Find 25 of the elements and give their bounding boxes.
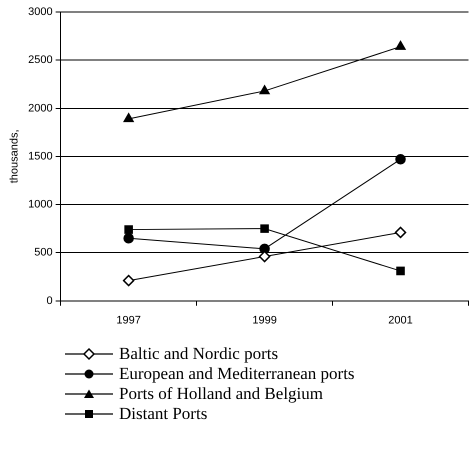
- legend-label: Distant Ports: [119, 404, 208, 424]
- y-tick-label: 1500: [28, 150, 53, 162]
- y-tick-label: 500: [34, 246, 53, 259]
- y-axis-title: thousands,: [8, 129, 21, 184]
- x-tick-label: 1999: [252, 314, 277, 326]
- point: [124, 225, 133, 234]
- y-tick-label: 2000: [28, 102, 53, 114]
- y-tick-label: 2500: [28, 54, 53, 66]
- legend-label: European and Mediterranean ports: [119, 364, 355, 384]
- x-tick-label: 1997: [116, 314, 141, 326]
- point: [395, 40, 406, 50]
- legend-label: Ports of Holland and Belgium: [119, 384, 323, 404]
- point: [123, 232, 134, 244]
- point: [124, 113, 134, 122]
- y-tick-label: 3000: [28, 6, 53, 18]
- point: [394, 226, 406, 238]
- y-tick-label: 0: [46, 294, 53, 307]
- point: [396, 266, 405, 276]
- point: [395, 154, 406, 165]
- point: [122, 274, 134, 286]
- y-tick-label: 1000: [28, 198, 53, 211]
- point: [260, 224, 269, 233]
- point: [260, 85, 270, 94]
- legend-label: Baltic and Nordic ports: [119, 344, 278, 364]
- x-tick-label: 2001: [388, 314, 413, 326]
